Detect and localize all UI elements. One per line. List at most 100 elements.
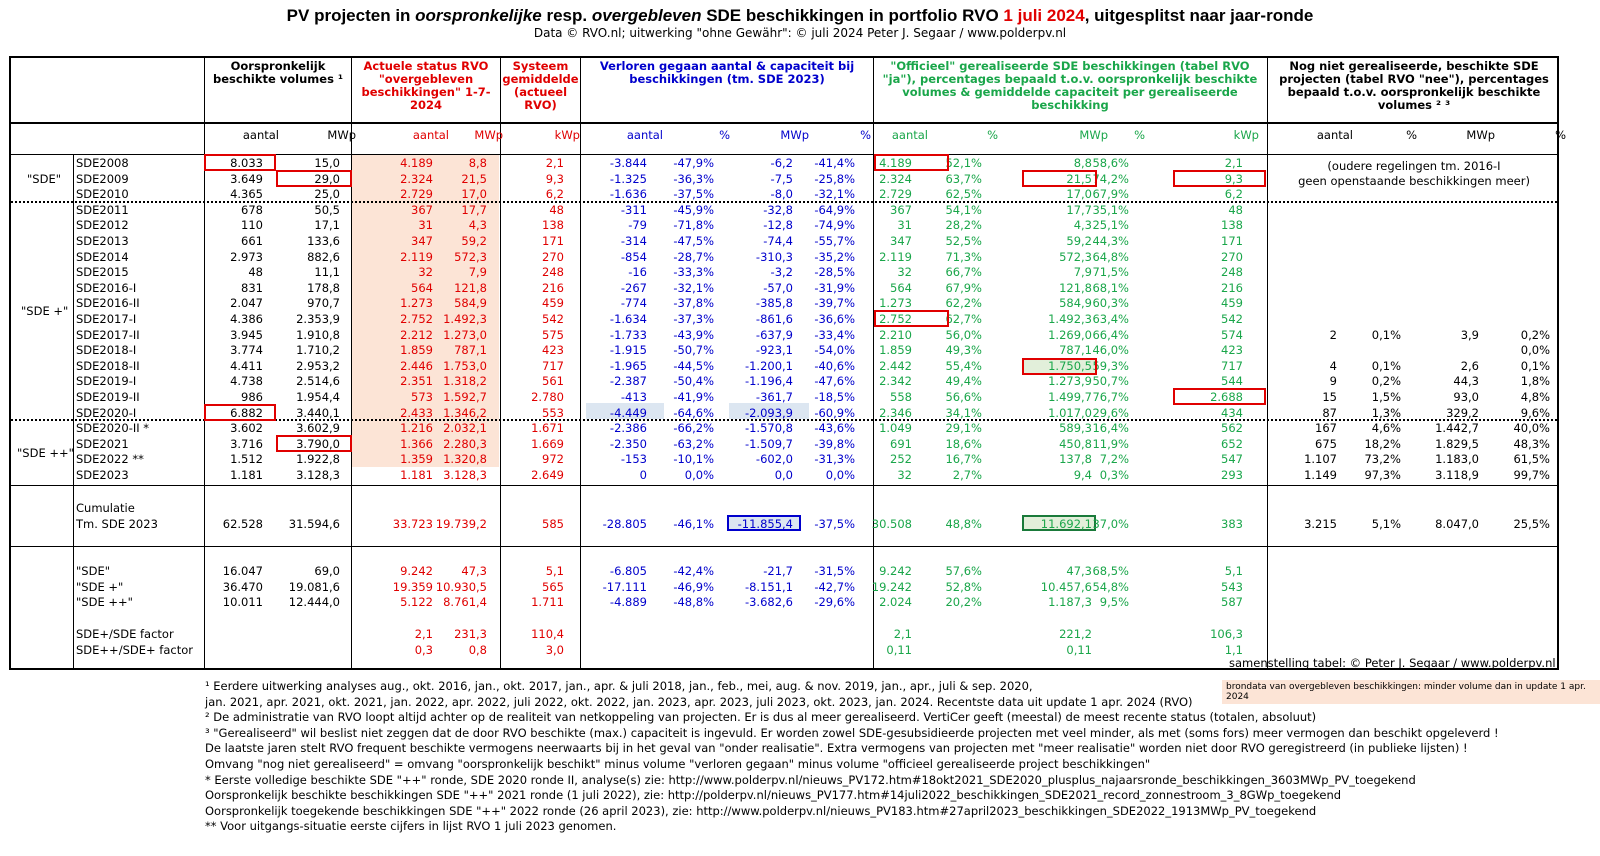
cell: 2,1 bbox=[1224, 156, 1243, 170]
subheader-0: aantal bbox=[242, 128, 279, 142]
cell: 1.711 bbox=[531, 595, 564, 610]
row-label: SDE2017-II bbox=[76, 327, 140, 342]
cell: 0,2% bbox=[1520, 327, 1550, 342]
highlight-aantal-2020i bbox=[586, 403, 664, 419]
cell: 29,0 bbox=[314, 171, 340, 186]
cell: 1.017,0 bbox=[1048, 405, 1092, 420]
cell: 3.790,0 bbox=[296, 436, 340, 451]
cell: -42,7% bbox=[814, 579, 855, 594]
row-label: SDE2014 bbox=[76, 249, 129, 264]
cell: 8,8 bbox=[468, 156, 487, 170]
cell: -41,9% bbox=[673, 390, 714, 404]
cell: -28,7% bbox=[673, 249, 714, 264]
cell: -40,6% bbox=[814, 358, 855, 373]
row-label: "SDE +" bbox=[76, 579, 124, 594]
row-label: SDE2019-I bbox=[76, 374, 137, 389]
cell: 46,0% bbox=[1092, 343, 1129, 358]
cell: 5,1 bbox=[545, 564, 564, 578]
cell: 1.366 bbox=[400, 436, 433, 451]
cell: 59,2 bbox=[1066, 234, 1092, 248]
cell: 7,9 bbox=[1073, 265, 1092, 280]
cell: 66,4% bbox=[1092, 327, 1129, 342]
cell: -602,0 bbox=[755, 452, 793, 467]
cell: 121,8 bbox=[454, 280, 487, 295]
cell: 1.181 bbox=[230, 468, 263, 482]
cell: 4.411 bbox=[230, 358, 263, 373]
cell: 1.512 bbox=[230, 452, 263, 467]
cell: -854 bbox=[620, 249, 647, 264]
cell: 6,2 bbox=[545, 187, 564, 202]
subheader-17: % bbox=[1555, 128, 1566, 142]
cell: 1.671 bbox=[531, 421, 564, 436]
cell: 9,3 bbox=[545, 171, 564, 186]
cell: 3.215 bbox=[1304, 517, 1337, 531]
cell: 2.024 bbox=[879, 595, 912, 610]
cell: -1.325 bbox=[609, 171, 647, 186]
cell: 1.859 bbox=[879, 343, 912, 358]
cell: -314 bbox=[620, 234, 647, 248]
table-row: SDE2020-II * 3.602 3.602,9 1.216 2.032,1 1.67… bbox=[11, 421, 1557, 436]
footnote: jan. 2021, apr. 2021, okt. 2021, jan. 20… bbox=[205, 694, 1193, 709]
cell: 21,5 bbox=[1066, 171, 1092, 186]
cell: 2 bbox=[1329, 327, 1337, 342]
label-divider bbox=[73, 154, 74, 668]
cell: 17,1 bbox=[314, 218, 340, 233]
cell: -64,6% bbox=[673, 405, 714, 420]
row-label: SDE2016-I bbox=[76, 280, 137, 295]
cell: -44,5% bbox=[673, 358, 714, 373]
row-label: "SDE ++" bbox=[76, 595, 133, 610]
cell: 178,8 bbox=[307, 280, 340, 295]
factor-row: SDE+/SDE factor 2,1 231,3 110,4 2,1 221,2 106,… bbox=[11, 627, 1557, 642]
cell: 31.594,6 bbox=[288, 517, 340, 531]
group-label-sdeplusplus: "SDE ++" bbox=[17, 446, 74, 460]
cell: 73,2% bbox=[1364, 452, 1401, 467]
highlight-box bbox=[276, 170, 352, 187]
cell: -2.386 bbox=[609, 421, 647, 436]
cell: 231,3 bbox=[454, 627, 487, 641]
cell: 16,7% bbox=[945, 452, 982, 467]
cell: 11,9% bbox=[1092, 436, 1129, 451]
factor-row: SDE++/SDE+ factor 0,3 0,8 3,0 0,11 0,11 1,1 bbox=[11, 643, 1557, 658]
cell: 110,4 bbox=[531, 627, 564, 641]
header-rule bbox=[11, 122, 1557, 124]
cell: 1.954,4 bbox=[296, 390, 340, 404]
credit: samenstelling tabel: © Peter J. Segaar /… bbox=[1229, 656, 1556, 670]
table-row: SDE2018-II 4.411 2.953,2 2.446 1.753,0 717 -1.… bbox=[11, 359, 1557, 374]
cell: 8.033 bbox=[230, 156, 263, 170]
subheader-14: aantal bbox=[1316, 128, 1353, 142]
highlight-box bbox=[204, 154, 276, 171]
cell: 74,2% bbox=[1092, 171, 1129, 186]
cell: 564 bbox=[890, 280, 912, 295]
cell: 2.324 bbox=[400, 171, 433, 186]
oudere-note-1: (oudere regelingen tm. 2016-I bbox=[1327, 159, 1501, 173]
cell: 329,2 bbox=[1446, 405, 1479, 420]
cell: 68,5% bbox=[1092, 564, 1129, 578]
cell: 2.280,3 bbox=[443, 436, 487, 451]
cell: -7,5 bbox=[770, 171, 793, 186]
highlight-mwp-2020i bbox=[729, 403, 809, 419]
cell: -2.093,9 bbox=[744, 405, 793, 420]
subheader-2: aantal bbox=[412, 128, 449, 142]
cell: 8,8 bbox=[1073, 156, 1092, 170]
cell: 787,1 bbox=[1059, 343, 1092, 358]
cell: 3.649 bbox=[230, 171, 263, 186]
cell: -43,6% bbox=[814, 421, 855, 436]
cell: 2.351 bbox=[400, 374, 433, 389]
cell: -267 bbox=[620, 280, 647, 295]
table-row: SDE2009 3.649 29,0 2.324 21,5 9,3 -1.325 -36,3%… bbox=[11, 172, 1557, 187]
cell: 25,1% bbox=[1092, 218, 1129, 233]
cell: 44,3% bbox=[1092, 234, 1129, 248]
cell: 17,7 bbox=[1066, 202, 1092, 217]
footnote: Oorspronkelijk beschikte beschikkingen S… bbox=[205, 788, 1342, 803]
subheader-13: kWp bbox=[1233, 128, 1259, 142]
cell: 1.829,5 bbox=[1435, 436, 1479, 451]
cell: -153 bbox=[620, 452, 647, 467]
cell: 2.047 bbox=[230, 296, 263, 311]
cell: -29,6% bbox=[814, 595, 855, 610]
cell: 133,6 bbox=[307, 234, 340, 248]
cell: 4,3 bbox=[468, 218, 487, 233]
cell: 0,0% bbox=[1520, 343, 1550, 358]
table-row: SDE2011 678 50,5 367 17,7 48 -311 -45,9% -32,8 -6… bbox=[11, 203, 1557, 218]
cell: 652 bbox=[1221, 436, 1243, 451]
cell: 4.386 bbox=[230, 312, 263, 326]
